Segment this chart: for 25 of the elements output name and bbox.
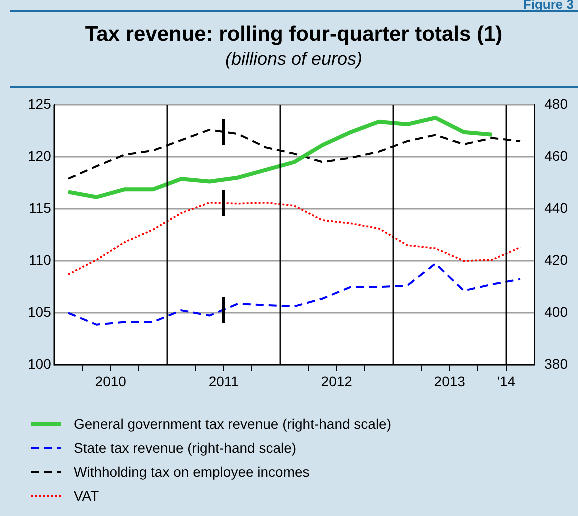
y-tick-label: 120 — [28, 148, 52, 164]
x-tick-label: 2011 — [208, 373, 240, 390]
y-tick-label: 125 — [28, 96, 52, 112]
legend-label: Withholding tax on employee incomes — [74, 464, 310, 480]
x-tick-label: 2010 — [95, 373, 127, 390]
x-tick-label: 2013 — [434, 373, 466, 390]
y-tick-label: 110 — [29, 252, 52, 268]
x-tick-label: 2012 — [321, 373, 353, 390]
y2-tick-label: 380 — [544, 356, 568, 372]
y2-tick-label: 440 — [544, 200, 568, 216]
y-tick-label: 105 — [28, 304, 52, 320]
y-tick-label: 115 — [29, 200, 52, 216]
line-series — [68, 202, 522, 276]
y2-tick-label: 420 — [544, 252, 568, 268]
chart-title: Tax revenue: rolling four-quarter totals (1) — [84, 23, 504, 47]
legend-label: General government tax revenue (right-hand scale) — [74, 416, 392, 432]
line-series — [67, 262, 522, 326]
y-tick-label: 100 — [28, 356, 52, 372]
legend-label: VAT — [74, 488, 100, 504]
y2-tick-label: 460 — [544, 148, 568, 164]
x-tick-label: '14 — [497, 373, 516, 390]
y2-tick-label: 480 — [544, 96, 568, 112]
legend-label: State tax revenue (right-hand scale) — [74, 440, 297, 456]
y2-tick-label: 400 — [544, 304, 568, 320]
chart-subtitle: (billions of euros) — [224, 49, 364, 70]
